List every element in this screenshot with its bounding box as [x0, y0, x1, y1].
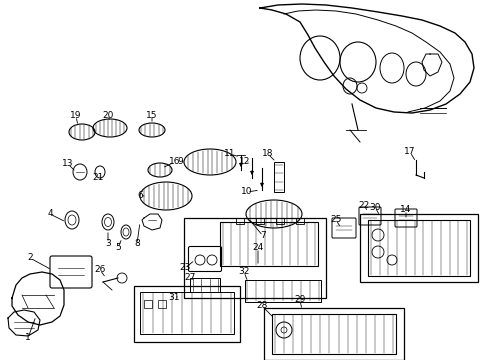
Bar [273, 162, 284, 192]
Text: 15: 15 [146, 111, 158, 120]
Text: 13: 13 [62, 159, 74, 168]
Bar [220, 222, 317, 266]
Text: 6: 6 [137, 190, 142, 199]
Bar [140, 292, 234, 334]
Text: 8: 8 [134, 239, 140, 248]
Bar [158, 300, 165, 308]
Text: 29: 29 [294, 296, 305, 305]
Text: 16: 16 [169, 158, 181, 166]
Bar [264, 308, 403, 360]
Text: 27: 27 [184, 274, 195, 283]
Text: 10: 10 [241, 188, 252, 197]
Text: 3: 3 [105, 238, 111, 248]
Text: 20: 20 [102, 111, 113, 120]
Text: 4: 4 [47, 210, 53, 219]
Bar [134, 286, 240, 342]
Text: 30: 30 [368, 202, 380, 211]
Text: 21: 21 [92, 174, 103, 183]
Text: 11: 11 [224, 149, 235, 158]
Text: 19: 19 [70, 112, 81, 121]
Text: 2: 2 [27, 253, 33, 262]
Text: 7: 7 [260, 231, 265, 240]
Bar [271, 314, 395, 354]
Bar [256, 218, 264, 224]
Text: 12: 12 [239, 158, 250, 166]
Text: 32: 32 [238, 267, 249, 276]
Bar [295, 218, 304, 224]
Bar [359, 214, 477, 282]
Text: 28: 28 [256, 302, 267, 310]
Bar [244, 280, 320, 302]
Bar [183, 218, 325, 298]
Text: 31: 31 [168, 293, 180, 302]
Text: 25: 25 [329, 216, 341, 225]
Text: 1: 1 [25, 333, 31, 342]
Text: 9: 9 [177, 158, 183, 166]
Text: 23: 23 [179, 264, 190, 273]
Text: 22: 22 [358, 201, 369, 210]
Text: 24: 24 [252, 243, 263, 252]
Bar [236, 218, 244, 224]
Bar [190, 278, 220, 292]
Text: 18: 18 [262, 149, 273, 158]
Bar [275, 218, 284, 224]
Text: 17: 17 [404, 148, 415, 157]
Text: 14: 14 [400, 206, 411, 215]
Text: 26: 26 [94, 266, 105, 274]
Bar [143, 300, 152, 308]
Text: 5: 5 [115, 243, 121, 252]
Bar [367, 220, 469, 276]
